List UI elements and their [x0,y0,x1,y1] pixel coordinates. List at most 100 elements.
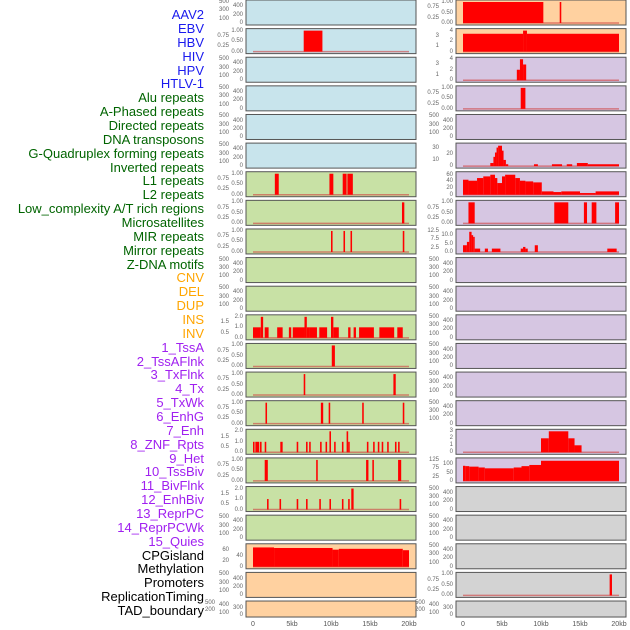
track-label: G-Quadruplex forming repeats [28,145,204,161]
y-tick-label: 2 [449,435,453,442]
bar [331,230,333,252]
y-tick-label: 2.5 [430,244,439,251]
track-panel-right [455,371,627,398]
track-label: L1 repeats [142,173,204,189]
track-label: Methylation [137,561,204,577]
bar [329,499,331,510]
y-tick-label: 0.50 [231,381,243,388]
y-tick-label: 500 [218,514,229,521]
bar [615,202,619,224]
track-label: Low_complexity A/T rich regions [17,201,204,217]
y-tick-label: 4 [449,56,453,63]
bar [377,441,380,453]
y-tick-label: 500 [428,342,439,349]
bar [587,164,619,167]
y-tick-label: 2 [449,38,453,45]
y-tick-label: 0.25 [217,243,229,250]
bar [331,316,334,338]
bar [520,248,524,252]
y-tick-label: 400 [442,260,453,267]
track-label: HTLV-1 [160,76,204,92]
panel-background [245,514,417,541]
y-tick-label: 0 [449,506,453,513]
bar [372,459,374,481]
y-tick-label: 1.00 [231,27,243,34]
y-tick-label: 400 [232,60,243,67]
y-tick-label: 100 [428,559,439,566]
y-tick-label: 300 [428,350,439,357]
y-tick-label: 0.50 [231,352,243,359]
y-tick-label: 300 [428,264,439,271]
track-label: 14_ReprPCWk [117,519,204,535]
y-tick-label: 0 [449,77,453,84]
bar [525,248,528,252]
y-tick-label: 200 [232,68,243,75]
y-tick-label: 0.50 [441,209,453,216]
bar [465,466,470,481]
track-label: 7_Enh [166,422,204,438]
y-tick-label: 1 [435,71,439,78]
bar [523,64,527,81]
bar [253,327,261,338]
y-tick-label: 400 [442,318,453,325]
y-tick-label: 1.00 [441,84,453,91]
bar [529,464,541,481]
bar [484,248,488,252]
y-tick-label: 300 [218,121,229,128]
y-tick-label: 12.5 [427,227,439,234]
track-panel-left [245,56,417,83]
y-tick-label: 0.0 [234,334,243,341]
bar [521,466,530,481]
panel-background [245,371,417,398]
y-tick-label: 500 [428,542,439,549]
bar [548,431,569,453]
y-tick-label: 100 [218,158,229,165]
y-tick-label: 500 [428,285,439,292]
panel-background [455,113,627,140]
y-tick-label: 4 [449,27,453,34]
bar [373,441,375,453]
bar [255,441,260,453]
panel-background [455,342,627,369]
y-tick-label: 0 [449,420,453,427]
bar [379,327,395,338]
bar [402,230,405,252]
y-tick-label: 300 [218,579,229,586]
track-label: Inverted repeats [110,159,204,175]
y-tick-label: 0.75 [217,175,229,182]
y-tick-label: 500 [218,142,229,149]
bar [566,164,573,167]
y-tick-label: 0.50 [231,467,243,474]
bar [306,327,310,338]
y-tick-label: 200 [232,584,243,590]
bar [351,488,354,510]
track-label: 3_TxFlnk [150,367,204,383]
bar [393,374,396,396]
track-label: Directed repeats [108,117,204,133]
y-tick-label: 100 [428,273,439,280]
track-label: ReplicationTiming [101,589,204,605]
track-panel-right [455,56,627,83]
bar [534,245,538,252]
bar [274,547,333,567]
bar [497,183,502,195]
bar [253,441,255,453]
y-tick-label: 0.75 [217,204,229,211]
bar [490,163,494,167]
panel-background [245,142,417,169]
bar [505,164,509,167]
bar [502,150,504,167]
track-panel-left [245,342,417,369]
y-tick-label: 300 [218,93,229,100]
y-tick-label: 500 [428,113,439,120]
track-panel-right [455,199,627,226]
y-tick-label: 0 [239,163,243,170]
track-panel-right [455,285,627,312]
bar [309,441,311,453]
track-label: EBV [177,20,204,36]
track-label: HBV [177,34,204,50]
y-tick-label: 2 [449,66,453,73]
bar [338,548,403,567]
y-tick-label: 0.00 [441,220,453,227]
y-tick-label: 0.25 [427,587,439,594]
